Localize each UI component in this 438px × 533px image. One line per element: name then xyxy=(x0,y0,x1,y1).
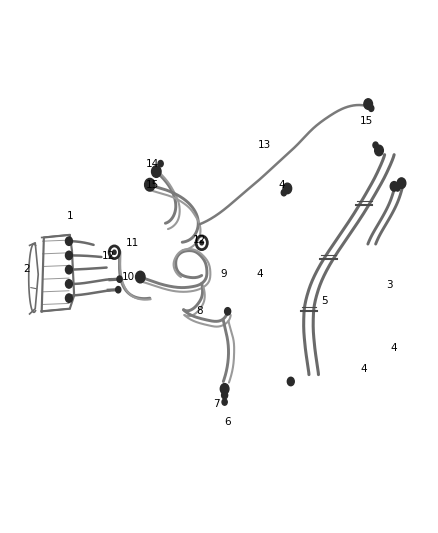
Circle shape xyxy=(117,276,122,282)
Circle shape xyxy=(222,392,228,399)
Circle shape xyxy=(66,265,72,274)
Text: 11: 11 xyxy=(126,238,139,248)
Text: 15: 15 xyxy=(145,180,159,190)
Text: 1: 1 xyxy=(67,212,73,221)
Text: 4: 4 xyxy=(257,269,263,279)
Text: 12: 12 xyxy=(102,251,115,261)
Circle shape xyxy=(222,399,227,405)
Text: 15: 15 xyxy=(360,116,373,126)
Text: 14: 14 xyxy=(145,159,159,168)
Circle shape xyxy=(152,166,161,177)
Text: 10: 10 xyxy=(122,272,135,282)
Circle shape xyxy=(66,251,72,260)
Circle shape xyxy=(158,160,163,167)
Text: 5: 5 xyxy=(321,296,328,306)
Text: 13: 13 xyxy=(258,140,271,150)
Text: 8: 8 xyxy=(196,306,203,316)
Circle shape xyxy=(116,287,121,293)
Text: 9: 9 xyxy=(220,269,226,279)
Circle shape xyxy=(225,308,231,315)
Circle shape xyxy=(113,250,116,254)
Circle shape xyxy=(364,99,372,109)
Circle shape xyxy=(373,142,378,148)
Circle shape xyxy=(66,237,72,245)
Circle shape xyxy=(135,271,145,283)
Text: 4: 4 xyxy=(391,343,397,353)
Text: 2: 2 xyxy=(23,264,30,274)
Text: 4: 4 xyxy=(279,180,285,190)
Circle shape xyxy=(66,280,72,288)
Circle shape xyxy=(397,178,406,189)
Circle shape xyxy=(283,183,292,193)
Circle shape xyxy=(396,186,400,191)
Circle shape xyxy=(145,179,155,191)
Text: 6: 6 xyxy=(224,417,231,427)
Circle shape xyxy=(287,377,294,386)
Circle shape xyxy=(374,145,383,156)
Circle shape xyxy=(66,294,72,302)
Circle shape xyxy=(369,105,374,111)
Text: 3: 3 xyxy=(386,280,393,290)
Circle shape xyxy=(220,384,229,394)
Text: 4: 4 xyxy=(360,365,367,374)
Circle shape xyxy=(390,182,398,191)
Circle shape xyxy=(281,190,286,196)
Text: 12: 12 xyxy=(193,235,206,245)
Text: 7: 7 xyxy=(214,399,220,409)
Circle shape xyxy=(200,241,203,245)
